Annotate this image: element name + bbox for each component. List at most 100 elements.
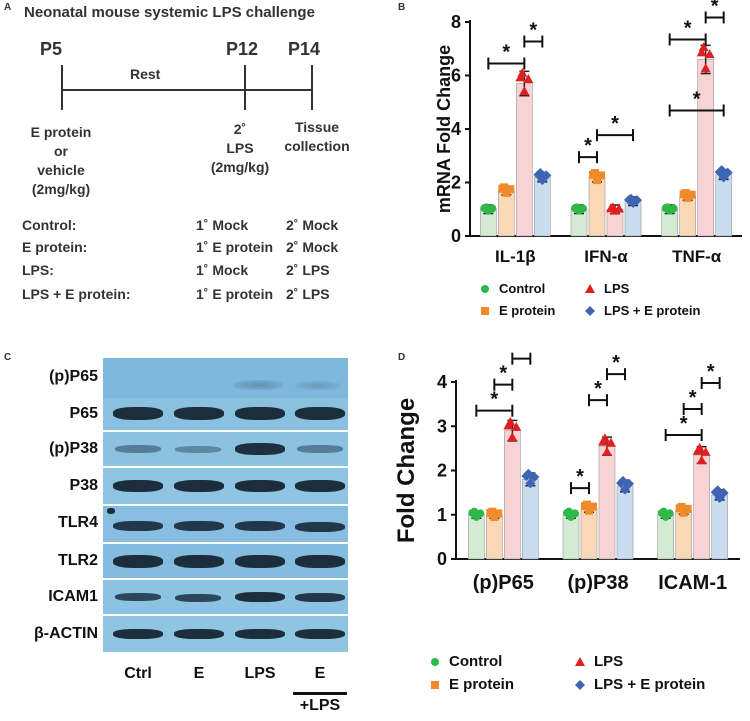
blot-band [113,555,163,568]
data-point [683,193,692,202]
data-point [591,169,599,178]
legend-marker [481,285,489,293]
data-point [606,437,616,447]
data-point [573,203,581,212]
blot-lane [103,432,348,466]
data-point [665,509,674,518]
condition-first: 1˚ E protein [196,239,274,255]
blot-row-label: TLR4 [58,514,98,531]
blot-band [235,629,285,639]
p12-note: 2˚ LPS (2mg/kg) [200,120,280,177]
data-point [659,507,668,516]
condition-first: 1˚ Mock [196,262,249,278]
blot-band [113,480,163,492]
blot-col-label-extra: +LPS [299,697,341,714]
data-point [700,446,711,456]
bar [598,445,616,560]
data-point [718,487,729,498]
y-tick-label: 6 [451,66,461,86]
data-point [704,49,715,59]
data-point [488,204,497,213]
data-point [523,73,534,83]
condition-second: 2˚ LPS [286,286,330,302]
timepoint-p5: P5 [40,39,63,59]
panel-a-title: Neonatal mouse systemic LPS challenge [24,4,315,21]
bar [516,83,533,237]
bar [504,430,521,560]
blot-lane [103,506,348,542]
blot-band [115,445,161,453]
data-point [589,502,597,511]
y-tick-label: 1 [437,505,447,525]
data-point [602,446,612,456]
p5-note-line: (2mg/kg) [31,181,91,197]
blot-band [235,443,285,455]
significance-star: * [499,363,507,385]
bar [486,514,503,560]
bar [693,454,710,560]
blot-row-label: ICAM1 [48,588,98,605]
condition-name: LPS + E protein: [22,286,131,302]
x-category-label: IFN-α [584,247,628,266]
significance-star: * [529,20,537,42]
significance-star: * [502,42,510,64]
panel-a-letter: A [4,2,12,13]
blot-band [113,521,163,531]
bar [711,494,728,560]
legend-label: LPS + E protein [604,303,700,318]
p5-note-line: or [54,143,68,159]
data-point [700,63,711,73]
condition-second: 2˚ Mock [286,217,339,233]
data-point [482,203,491,212]
significance-star: * [594,378,602,400]
y-tick-label: 4 [437,372,447,392]
condition-first: 1˚ Mock [196,217,249,233]
data-point [507,432,518,442]
blot-band [174,629,224,639]
data-point [696,455,707,465]
data-point [687,190,696,199]
bar [715,174,732,237]
data-point [600,433,610,443]
significance-star: * [707,361,715,383]
data-point [585,506,593,515]
chart-b: mRNA Fold Change 0 2 4 6 8 IL-1β IFN-α TNF-α * * * *… [434,0,742,318]
y-axis-label: Fold Change [393,398,420,543]
data-point [511,421,522,431]
y-tick-label: 8 [451,12,461,32]
timepoint-p14: P14 [288,39,321,59]
significance-star: * [693,88,701,110]
data-point [593,176,601,185]
blot-band [235,407,285,420]
blot-lane [103,398,348,430]
data-point [677,502,686,511]
x-category-label: IL-1β [495,247,536,266]
bar [498,190,515,237]
x-category-label: (p)P65 [473,572,534,594]
data-point [683,504,692,513]
data-point [696,47,707,57]
condition-second: 2˚ Mock [286,239,339,255]
p5-note-line: vehicle [37,162,85,178]
data-point [505,416,516,426]
y-axis-label: mRNA Fold Change [434,45,454,213]
significance-star: * [612,352,620,374]
p14-note-line: Tissue [294,119,340,135]
bar [679,195,696,237]
bar [697,59,714,237]
data-point [470,507,479,516]
timepoint-p12: P12 [226,39,259,59]
bar [588,176,606,237]
panel-c-letter: C [4,352,12,363]
data-point [681,189,690,198]
blot-row-label: β-ACTIN [34,625,98,642]
x-category-label: (p)P38 [567,572,628,594]
data-point [669,204,678,213]
blot-band [235,521,285,531]
panel-b-letter: B [398,2,406,13]
legend-marker [431,681,439,689]
blot-band [295,522,345,532]
data-point [506,185,515,194]
x-category-label: TNF-α [672,247,722,266]
